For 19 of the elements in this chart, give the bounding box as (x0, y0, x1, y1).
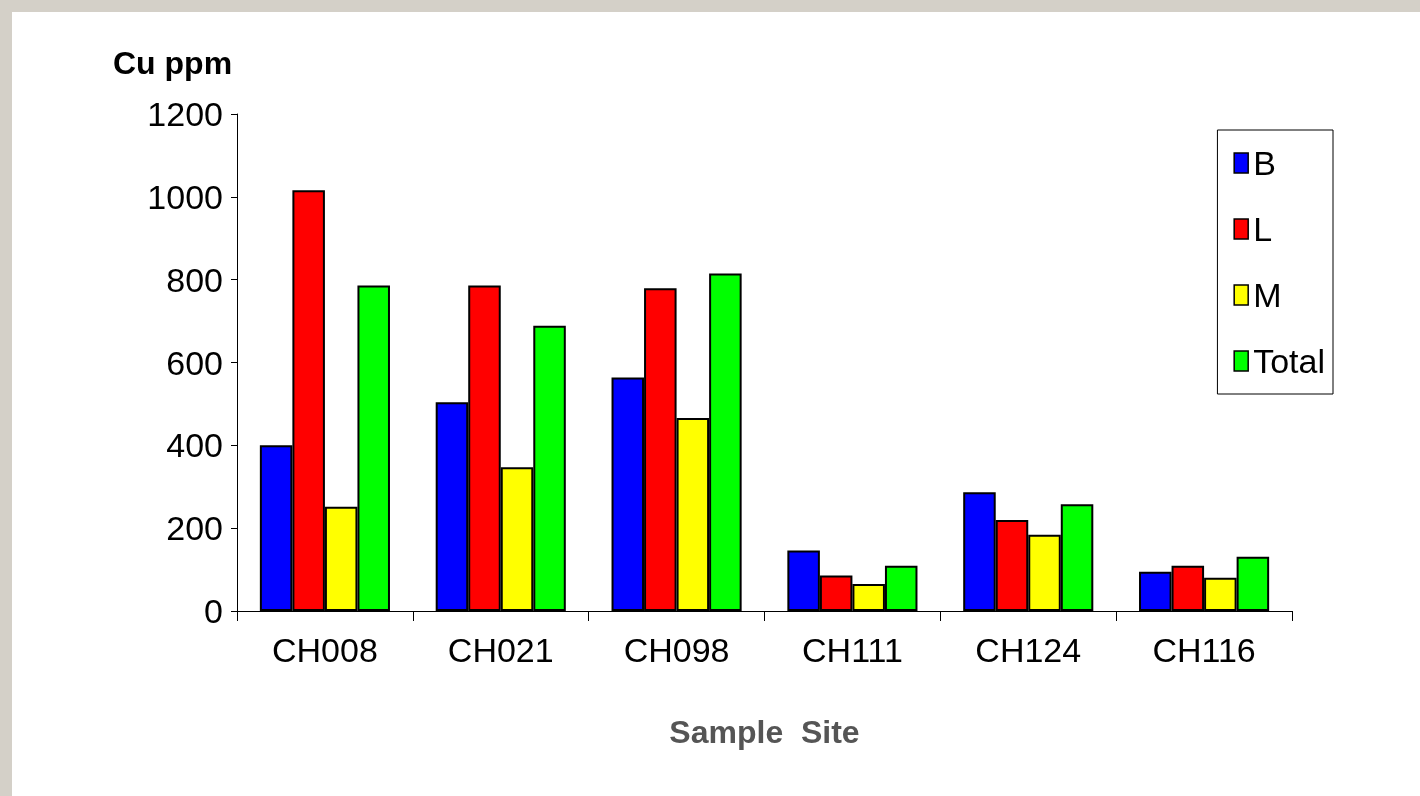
y-axis-title: Cu ppm (113, 45, 233, 81)
y-tick-label: 0 (204, 592, 223, 630)
legend-label: B (1253, 144, 1276, 182)
x-tick-label: CH116 (1152, 631, 1256, 669)
x-tick-label: CH008 (271, 631, 378, 669)
legend-label: M (1253, 276, 1282, 314)
y-tick-label: 400 (166, 426, 223, 465)
y-tick-label: 800 (166, 260, 223, 299)
y-tick-label: 1000 (147, 177, 223, 216)
x-tick-label: CH111 (802, 631, 903, 669)
legend-label: Total (1253, 342, 1326, 380)
y-tick-label: 1200 (147, 95, 223, 133)
x-tick-label: CH098 (623, 631, 730, 669)
x-tick-label: CH021 (447, 631, 554, 669)
legend-label: L (1253, 210, 1273, 248)
x-axis-title: Sample Site (669, 714, 860, 750)
y-tick-label: 200 (166, 509, 223, 548)
y-tick-label: 600 (166, 343, 223, 382)
x-tick-label: CH124 (975, 631, 1082, 669)
